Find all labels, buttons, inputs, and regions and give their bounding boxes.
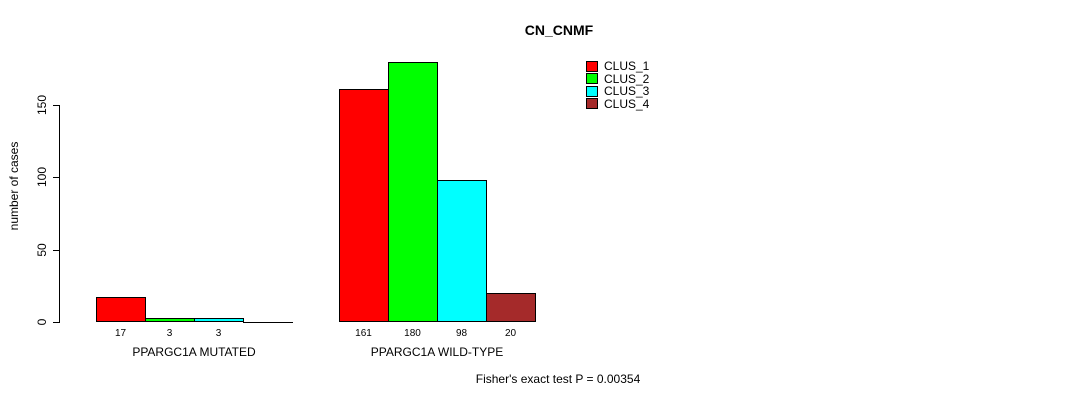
- bar-clus_4: [486, 293, 536, 322]
- legend-label: CLUS_3: [604, 84, 650, 99]
- bar-value-label: 3: [215, 328, 222, 339]
- bar-clus_3: [194, 318, 244, 322]
- legend-item: CLUS_4: [586, 98, 649, 111]
- y-tick-label: 0: [35, 318, 49, 326]
- fisher-test-note: Fisher's exact test P = 0.00354: [475, 372, 641, 386]
- bar-value-label: 3: [166, 328, 173, 339]
- y-tick-mark: [53, 105, 59, 106]
- legend: CLUS_1 CLUS_2 CLUS_3 CLUS_4: [586, 60, 649, 110]
- bar-clus_2: [145, 318, 195, 322]
- bar-clus_3: [437, 180, 487, 322]
- y-tick-label: 150: [35, 94, 49, 116]
- bar-value-label: 17: [114, 328, 127, 339]
- legend-swatch-icon: [586, 73, 598, 85]
- chart-title: CN_CNMF: [524, 22, 594, 38]
- legend-swatch-icon: [586, 98, 598, 110]
- category-label: PPARGC1A MUTATED: [132, 345, 256, 359]
- legend-item: CLUS_2: [586, 73, 649, 86]
- y-tick-label: 100: [35, 166, 49, 188]
- y-tick-mark: [53, 322, 59, 323]
- legend-label: CLUS_4: [604, 96, 650, 111]
- bar-value-label: 161: [355, 328, 372, 339]
- bar-value-label: 98: [455, 328, 468, 339]
- bar-value-label: 180: [404, 328, 421, 339]
- bar-clus_2: [388, 62, 438, 322]
- y-tick-mark: [53, 177, 59, 178]
- legend-swatch-icon: [586, 60, 598, 72]
- bar-clus_1: [96, 297, 146, 322]
- legend-item: CLUS_3: [586, 85, 649, 98]
- bar-clus_4-zero: [243, 322, 293, 323]
- bar-value-label: 20: [504, 328, 517, 339]
- legend-label: CLUS_2: [604, 71, 650, 86]
- category-label: PPARGC1A WILD-TYPE: [370, 345, 504, 359]
- y-axis-line: [59, 105, 60, 323]
- legend-label: CLUS_1: [604, 59, 650, 74]
- y-tick-mark: [53, 250, 59, 251]
- y-axis-title: number of cases: [7, 141, 21, 231]
- y-tick-label: 50: [35, 243, 49, 257]
- legend-item: CLUS_1: [586, 60, 649, 73]
- legend-swatch-icon: [586, 85, 598, 97]
- bar-clus_1: [339, 89, 389, 322]
